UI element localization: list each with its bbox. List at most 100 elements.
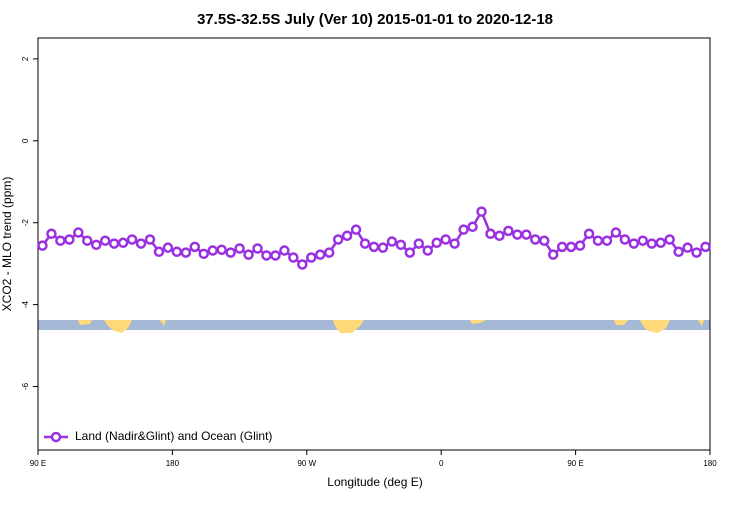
data-point	[288, 252, 299, 263]
data-point	[476, 206, 487, 217]
data-point	[368, 241, 380, 253]
data-point	[377, 242, 389, 253]
data-point	[261, 250, 272, 261]
data-point	[46, 228, 57, 240]
chart-title: 37.5S-32.5S July (Ver 10) 2015-01-01 to …	[197, 11, 553, 28]
data-point	[37, 240, 48, 251]
data-point	[117, 237, 129, 249]
data-point	[279, 245, 290, 256]
data-point	[413, 238, 425, 249]
data-point	[422, 245, 434, 256]
data-point	[512, 229, 523, 240]
legend-marker	[50, 431, 62, 443]
data-point	[467, 221, 478, 233]
data-point	[350, 224, 362, 235]
x-tick-label: 90 W	[297, 459, 316, 468]
data-point	[530, 234, 541, 245]
x-axis-label: Longitude (deg E)	[327, 475, 422, 489]
data-point	[108, 238, 120, 249]
data-point	[90, 239, 102, 251]
data-point	[225, 247, 236, 258]
data-point	[306, 252, 317, 263]
data-point	[431, 237, 442, 249]
data-point	[359, 238, 371, 249]
data-point	[494, 230, 505, 242]
data-point	[126, 234, 138, 245]
land	[698, 320, 704, 326]
data-point	[332, 234, 344, 245]
data-point	[55, 235, 66, 246]
land-ocean-strip	[38, 320, 710, 333]
data-point	[610, 227, 622, 238]
data-point	[664, 234, 675, 245]
data-point	[503, 225, 514, 237]
land	[104, 320, 132, 333]
y-tick-label: -4	[21, 301, 30, 309]
data-point	[682, 242, 693, 253]
data-point	[341, 230, 353, 242]
data-point	[547, 249, 559, 260]
y-axis-label: XCO2 - MLO trend (ppm)	[0, 177, 14, 312]
data-point	[628, 238, 640, 249]
data-point	[538, 235, 550, 246]
data-point	[153, 246, 165, 258]
data-point	[73, 227, 84, 238]
data-point	[395, 239, 407, 251]
data-point	[198, 248, 210, 260]
x-tick-label: 180	[166, 459, 180, 468]
data-point	[646, 238, 658, 249]
legend-label: Land (Nadir&Glint) and Ocean (Glint)	[75, 429, 272, 443]
data-point	[314, 249, 326, 260]
data-point	[440, 234, 451, 245]
data-point	[243, 249, 254, 260]
ocean-band	[38, 320, 710, 330]
data-point	[458, 224, 469, 235]
data-point	[592, 235, 604, 246]
data-point	[64, 234, 75, 245]
data-point	[691, 247, 702, 258]
data-point	[162, 242, 174, 253]
y-tick-label: -2	[21, 219, 30, 227]
data-point	[485, 228, 496, 240]
data-point	[99, 235, 111, 246]
data-point	[207, 245, 218, 256]
land	[614, 320, 628, 325]
land	[78, 320, 92, 325]
data-point	[556, 241, 568, 253]
land	[333, 320, 364, 333]
x-tick-label: 90 E	[567, 459, 583, 468]
y-tick-label: -6	[21, 382, 30, 390]
data-point	[637, 235, 649, 246]
data-point	[323, 247, 335, 258]
data-point	[673, 246, 684, 258]
x-tick-label: 180	[703, 459, 717, 468]
data-point	[189, 241, 201, 253]
data-point	[135, 238, 147, 249]
data-point	[404, 247, 416, 258]
data-point	[171, 246, 183, 258]
data-point	[297, 259, 308, 270]
data-point	[252, 243, 263, 254]
data-point	[386, 236, 398, 247]
data-point	[270, 250, 281, 261]
data-point	[144, 234, 156, 245]
data-point	[583, 228, 595, 240]
x-tick-label: 90 E	[30, 459, 46, 468]
data-point	[521, 229, 532, 240]
y-tick-label: 0	[21, 138, 30, 143]
data-point	[619, 234, 631, 245]
data-point	[82, 235, 93, 246]
land	[640, 320, 670, 333]
data-point	[574, 240, 586, 251]
data-point	[565, 241, 577, 253]
data-point	[449, 238, 460, 249]
data-point	[180, 247, 192, 258]
data-point	[216, 244, 227, 255]
data-point	[234, 243, 245, 254]
data-point	[700, 241, 711, 253]
land	[470, 320, 486, 324]
data-point	[601, 235, 613, 246]
land	[160, 320, 166, 326]
x-tick-label: 0	[439, 459, 444, 468]
